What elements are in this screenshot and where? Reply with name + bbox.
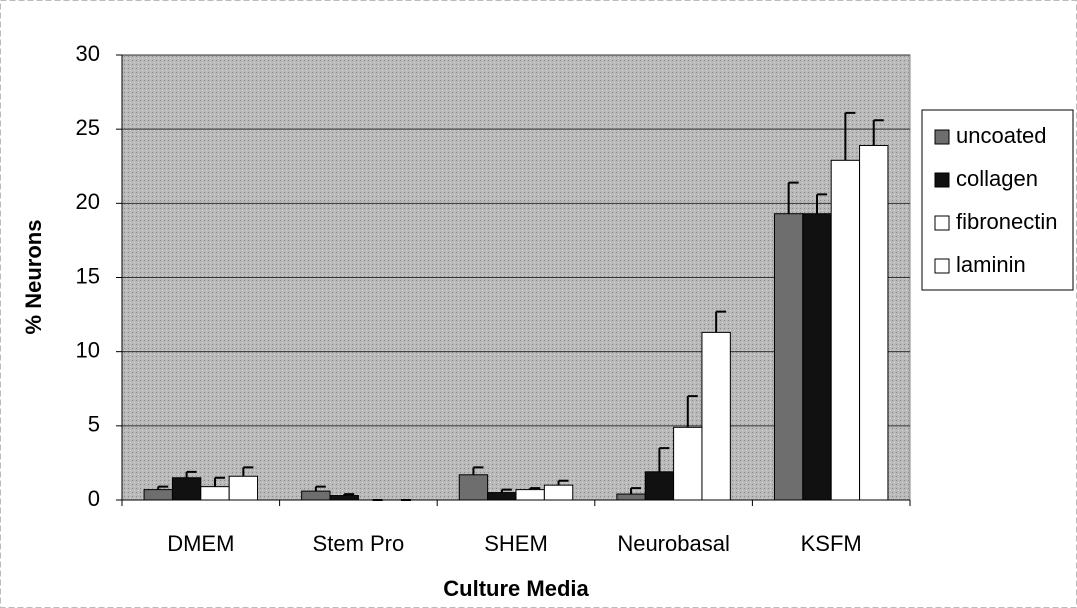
x-tick-label: DMEM (167, 531, 234, 556)
x-tick-label: KSFM (801, 531, 862, 556)
y-axis-title: % Neurons (21, 220, 46, 335)
bar (701, 331, 731, 501)
y-tick-label: 25 (76, 115, 100, 140)
y-tick-label: 0 (88, 486, 100, 511)
bar (200, 486, 230, 501)
bar (616, 493, 646, 501)
bar (673, 426, 703, 501)
legend-swatch (934, 129, 950, 145)
error-bar (185, 470, 197, 478)
error-bar (314, 485, 326, 492)
bar (859, 144, 889, 501)
y-tick-label: 10 (76, 337, 100, 362)
legend-label: laminin (956, 252, 1026, 277)
legend-label: collagen (956, 166, 1038, 191)
bar (773, 213, 804, 501)
error-bar (242, 466, 254, 477)
error-bar (630, 487, 642, 495)
error-bar (529, 487, 541, 490)
error-bar (787, 181, 799, 214)
y-tick-label: 5 (88, 412, 100, 437)
error-bar (500, 488, 512, 493)
legend-swatch (934, 258, 950, 274)
bar (515, 489, 545, 501)
error-bar (157, 485, 169, 490)
bar (802, 213, 832, 501)
bar (171, 477, 202, 501)
x-tick-label: Neurobasal (617, 531, 730, 556)
legend-label: uncoated (956, 123, 1047, 148)
bar (458, 474, 489, 501)
legend-swatch (934, 215, 950, 231)
bar (329, 495, 359, 501)
y-tick-label: 20 (76, 189, 100, 214)
legend-swatch (934, 172, 950, 188)
x-tick-label: SHEM (484, 531, 548, 556)
error-bar (872, 119, 884, 146)
error-bar (658, 447, 670, 472)
legend-label: fibronectin (956, 209, 1058, 234)
error-bar (816, 193, 828, 214)
error-bar (343, 493, 355, 496)
x-axis-title: Culture Media (443, 576, 589, 601)
error-bar (472, 466, 484, 475)
error-bar (686, 395, 698, 428)
bar (543, 484, 574, 501)
bar (143, 489, 173, 501)
y-tick-label: 30 (76, 41, 100, 66)
bar (830, 159, 861, 501)
y-tick-label: 15 (76, 263, 100, 288)
error-bar (557, 479, 569, 486)
error-bar (844, 111, 856, 161)
bar (644, 471, 675, 501)
bar (228, 475, 259, 501)
bar (301, 490, 331, 501)
x-tick-label: Stem Pro (313, 531, 405, 556)
bar (487, 492, 517, 501)
error-bar (715, 310, 727, 333)
error-bar (213, 476, 225, 487)
